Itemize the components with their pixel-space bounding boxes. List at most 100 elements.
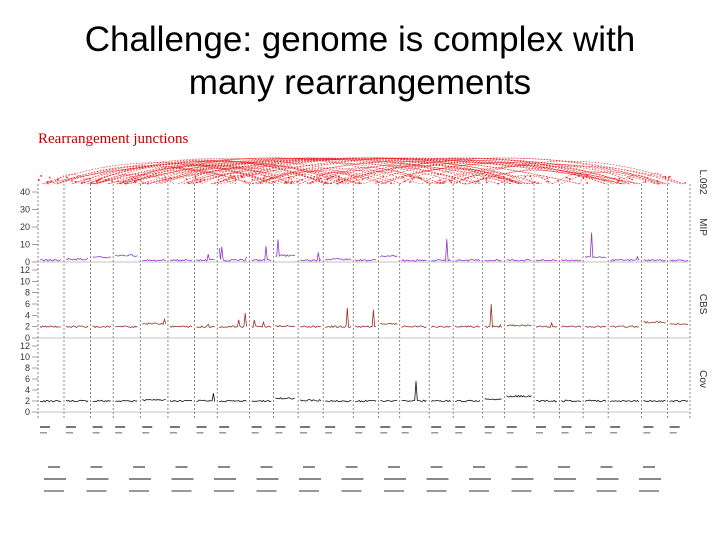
segment-marker — [325, 432, 333, 434]
gene-annotation — [129, 490, 149, 492]
junction-mark — [537, 182, 539, 184]
y-tick-label: 12 — [20, 265, 30, 275]
title-line-2: many rearrangements — [188, 63, 532, 102]
junction-arc — [428, 165, 630, 185]
y-tick-label: 20 — [20, 222, 30, 232]
junction-mark — [486, 181, 488, 184]
junction-arc — [328, 157, 681, 185]
gene-annotation — [511, 478, 534, 480]
y-tick-label: 8 — [25, 288, 30, 298]
junction-mark — [546, 177, 549, 179]
junction-mark — [272, 180, 275, 183]
junction-arc — [468, 170, 606, 185]
junction-mark — [358, 182, 360, 184]
gene-annotation — [44, 478, 66, 480]
junction-mark — [439, 179, 441, 182]
segment-marker — [431, 426, 442, 428]
segment-marker — [536, 432, 544, 434]
gene-annotation — [596, 490, 617, 492]
segment-marker — [219, 432, 227, 434]
cov-series-line — [39, 381, 689, 403]
gene-annotation — [256, 478, 279, 480]
segment-marker — [669, 432, 677, 434]
segment-marker — [196, 426, 207, 428]
junction-mark — [71, 180, 73, 182]
junction-mark — [531, 182, 534, 184]
gene-annotation — [256, 490, 277, 492]
junction-mark — [117, 180, 120, 182]
junction-mark — [146, 182, 149, 185]
segment-marker — [40, 432, 47, 434]
junction-arc — [344, 162, 615, 185]
junction-mark — [38, 179, 40, 181]
segment-marker — [401, 426, 412, 428]
gene-annotation — [469, 490, 489, 492]
mip-series-line — [39, 232, 689, 262]
gene-annotation — [299, 478, 321, 480]
gene-annotation — [430, 466, 443, 468]
gene-annotation — [303, 466, 315, 468]
junction-mark — [343, 179, 346, 181]
junction-mark — [50, 180, 53, 183]
junction-mark — [194, 177, 196, 179]
segment-marker — [142, 426, 153, 428]
junction-arc — [299, 167, 432, 185]
junction-arc — [435, 163, 666, 185]
segment-marker — [455, 432, 463, 434]
junction-mark — [578, 175, 580, 177]
junction-mark — [337, 178, 340, 181]
junction-mark — [409, 175, 412, 178]
junction-arc — [467, 165, 684, 185]
junction-mark — [270, 177, 273, 179]
junction-arc — [51, 174, 92, 185]
segment-marker — [585, 426, 596, 428]
junction-mark — [46, 181, 49, 183]
junction-mark — [390, 182, 392, 185]
segment-marker — [66, 432, 74, 434]
gene-annotation — [44, 490, 64, 492]
gene-annotation — [214, 490, 234, 492]
segment-marker — [643, 432, 651, 434]
junction-mark — [263, 177, 265, 179]
junction-mark — [99, 178, 102, 180]
segment-marker — [484, 432, 492, 434]
y-tick-label: 6 — [25, 299, 30, 309]
gene-annotation — [48, 466, 60, 468]
junction-mark — [409, 181, 411, 183]
gene-annotation — [639, 478, 661, 480]
junction-mark — [569, 178, 571, 180]
junction-arc — [141, 157, 639, 185]
junction-arc — [561, 171, 655, 185]
junction-mark — [339, 181, 342, 184]
junction-mark — [631, 178, 633, 181]
gene-annotation — [554, 490, 574, 492]
cbs-series-line — [39, 304, 689, 329]
gene-annotation — [515, 466, 528, 468]
junction-arc — [138, 157, 500, 185]
segment-marker — [251, 432, 259, 434]
segment-marker — [355, 426, 366, 428]
junction-mark — [331, 176, 333, 178]
junction-mark — [297, 180, 299, 183]
y-tick-label: 4 — [25, 385, 30, 395]
junction-mark — [603, 179, 606, 182]
gene-annotation — [511, 490, 532, 492]
segment-marker — [275, 432, 283, 434]
junction-mark — [667, 176, 670, 179]
junction-mark — [411, 178, 414, 180]
junction-arc — [381, 168, 523, 185]
junction-arc — [323, 172, 362, 185]
junction-arc — [288, 170, 436, 185]
junction-mark — [232, 175, 235, 177]
junction-arc — [308, 172, 363, 185]
junction-mark — [497, 182, 499, 185]
segment-marker — [585, 432, 593, 434]
junction-mark — [83, 181, 86, 184]
junction-mark — [449, 180, 451, 182]
segment-marker — [536, 426, 547, 428]
junction-arc — [452, 160, 684, 185]
junction-mark — [169, 177, 171, 179]
junction-arc — [399, 173, 464, 185]
junction-mark — [105, 179, 107, 181]
segment-marker — [115, 432, 123, 434]
